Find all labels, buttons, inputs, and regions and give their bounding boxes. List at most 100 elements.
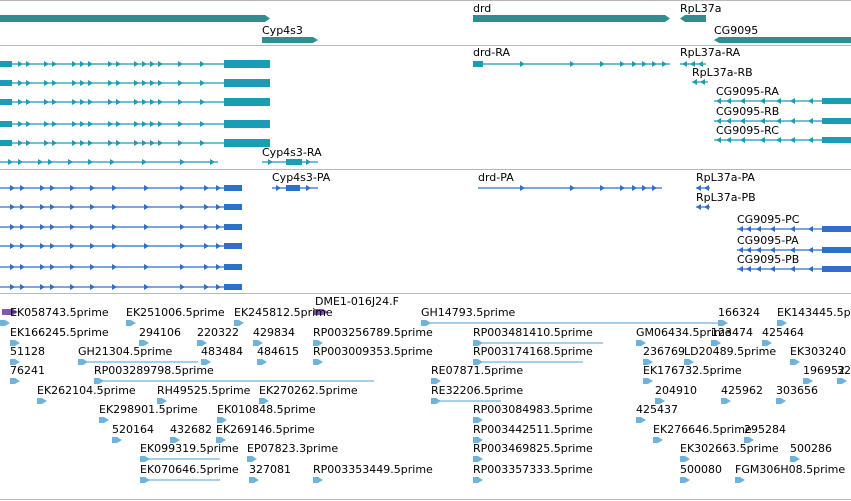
strand-arrow[interactable]	[72, 80, 77, 86]
strand-arrow[interactable]	[642, 185, 647, 191]
exon-block[interactable]	[286, 159, 302, 165]
feature-label[interactable]: drd-PA	[478, 171, 514, 184]
strand-arrow[interactable]	[80, 61, 85, 67]
strand-arrow[interactable]	[770, 226, 775, 232]
strand-arrow[interactable]	[760, 98, 765, 104]
strand-arrow[interactable]	[276, 185, 281, 191]
strand-arrow[interactable]	[776, 137, 781, 143]
strand-arrow[interactable]	[756, 226, 761, 232]
strand-arrow[interactable]	[216, 204, 221, 210]
feature-label[interactable]: 303656	[776, 384, 818, 397]
strand-arrow[interactable]	[112, 284, 117, 290]
strand-arrow[interactable]	[704, 185, 709, 191]
strand-arrow[interactable]	[770, 247, 775, 253]
feature-label[interactable]: CG9095-PC	[737, 213, 800, 226]
feature-bar[interactable]	[0, 320, 10, 326]
strand-arrow[interactable]	[696, 185, 701, 191]
feature-bar[interactable]	[262, 37, 318, 43]
strand-arrow[interactable]	[10, 243, 15, 249]
strand-arrow[interactable]	[44, 99, 49, 105]
feature-label[interactable]: EK176732.5prime	[643, 364, 742, 377]
feature-bar[interactable]	[314, 309, 328, 315]
strand-arrow[interactable]	[88, 140, 93, 146]
strand-arrow[interactable]	[134, 61, 139, 67]
feature-bar[interactable]	[257, 359, 267, 365]
strand-arrow[interactable]	[150, 80, 155, 86]
strand-arrow[interactable]	[40, 185, 45, 191]
feature-bar[interactable]	[643, 359, 653, 365]
exon-block[interactable]	[822, 266, 851, 272]
exon-block[interactable]	[0, 121, 12, 127]
feature-bar[interactable]	[684, 359, 694, 365]
strand-arrow[interactable]	[50, 284, 55, 290]
feature-bar[interactable]	[762, 340, 772, 346]
strand-arrow[interactable]	[50, 264, 55, 270]
strand-arrow[interactable]	[204, 284, 209, 290]
strand-arrow[interactable]	[144, 185, 149, 191]
feature-label[interactable]: drd-RA	[473, 46, 510, 59]
strand-arrow[interactable]	[746, 266, 751, 272]
strand-arrow[interactable]	[18, 140, 23, 146]
strand-arrow[interactable]	[746, 226, 751, 232]
strand-arrow[interactable]	[306, 185, 311, 191]
feature-label[interactable]: DME1-016J24.F	[315, 295, 399, 308]
exon-block[interactable]	[822, 247, 851, 253]
strand-arrow[interactable]	[652, 185, 657, 191]
feature-label[interactable]: RpL37a-RA	[680, 46, 741, 59]
strand-arrow[interactable]	[10, 185, 15, 191]
strand-arrow[interactable]	[80, 99, 85, 105]
strand-arrow[interactable]	[26, 121, 31, 127]
strand-arrow[interactable]	[144, 224, 149, 230]
strand-arrow[interactable]	[142, 99, 147, 105]
strand-arrow[interactable]	[716, 137, 721, 143]
feature-bar[interactable]	[473, 477, 483, 483]
feature-bar[interactable]	[473, 456, 483, 462]
exon-block[interactable]	[0, 61, 12, 67]
exon-block[interactable]	[224, 185, 242, 191]
strand-arrow[interactable]	[570, 185, 575, 191]
strand-arrow[interactable]	[178, 99, 183, 105]
feature-label[interactable]: drd	[473, 2, 492, 15]
strand-arrow[interactable]	[88, 121, 93, 127]
strand-arrow[interactable]	[180, 284, 185, 290]
feature-bar[interactable]	[217, 417, 227, 423]
strand-arrow[interactable]	[790, 266, 795, 272]
strand-arrow[interactable]	[26, 99, 31, 105]
strand-arrow[interactable]	[726, 137, 731, 143]
strand-arrow[interactable]	[216, 243, 221, 249]
strand-arrow[interactable]	[808, 118, 813, 124]
strand-arrow[interactable]	[52, 99, 57, 105]
feature-bar[interactable]	[803, 378, 813, 384]
strand-arrow[interactable]	[652, 61, 657, 67]
strand-arrow[interactable]	[726, 98, 731, 104]
strand-arrow[interactable]	[20, 284, 25, 290]
strand-arrow[interactable]	[50, 185, 55, 191]
strand-arrow[interactable]	[600, 185, 605, 191]
feature-label[interactable]: EK302663.5prime	[680, 442, 779, 455]
strand-arrow[interactable]	[682, 61, 687, 67]
strand-arrow[interactable]	[108, 80, 113, 86]
feature-bar[interactable]	[10, 340, 20, 346]
strand-arrow[interactable]	[760, 137, 765, 143]
strand-arrow[interactable]	[144, 284, 149, 290]
feature-label[interactable]: 236769	[643, 345, 685, 358]
strand-arrow[interactable]	[808, 137, 813, 143]
strand-arrow[interactable]	[738, 226, 743, 232]
exon-block[interactable]	[822, 98, 851, 104]
feature-bar[interactable]	[473, 437, 483, 443]
strand-arrow[interactable]	[158, 121, 163, 127]
strand-arrow[interactable]	[716, 118, 721, 124]
feature-label[interactable]: EK251006.5prime	[126, 306, 225, 319]
strand-arrow[interactable]	[520, 61, 525, 67]
feature-label[interactable]: EK298901.5prime	[99, 403, 198, 416]
feature-label[interactable]: 123474	[711, 326, 753, 339]
feature-label[interactable]: 484615	[257, 345, 299, 358]
strand-arrow[interactable]	[18, 159, 23, 165]
strand-arrow[interactable]	[790, 137, 795, 143]
strand-arrow[interactable]	[180, 159, 185, 165]
strand-arrow[interactable]	[48, 159, 53, 165]
strand-arrow[interactable]	[150, 140, 155, 146]
feature-bar[interactable]	[636, 417, 646, 423]
strand-arrow[interactable]	[144, 243, 149, 249]
strand-arrow[interactable]	[716, 98, 721, 104]
